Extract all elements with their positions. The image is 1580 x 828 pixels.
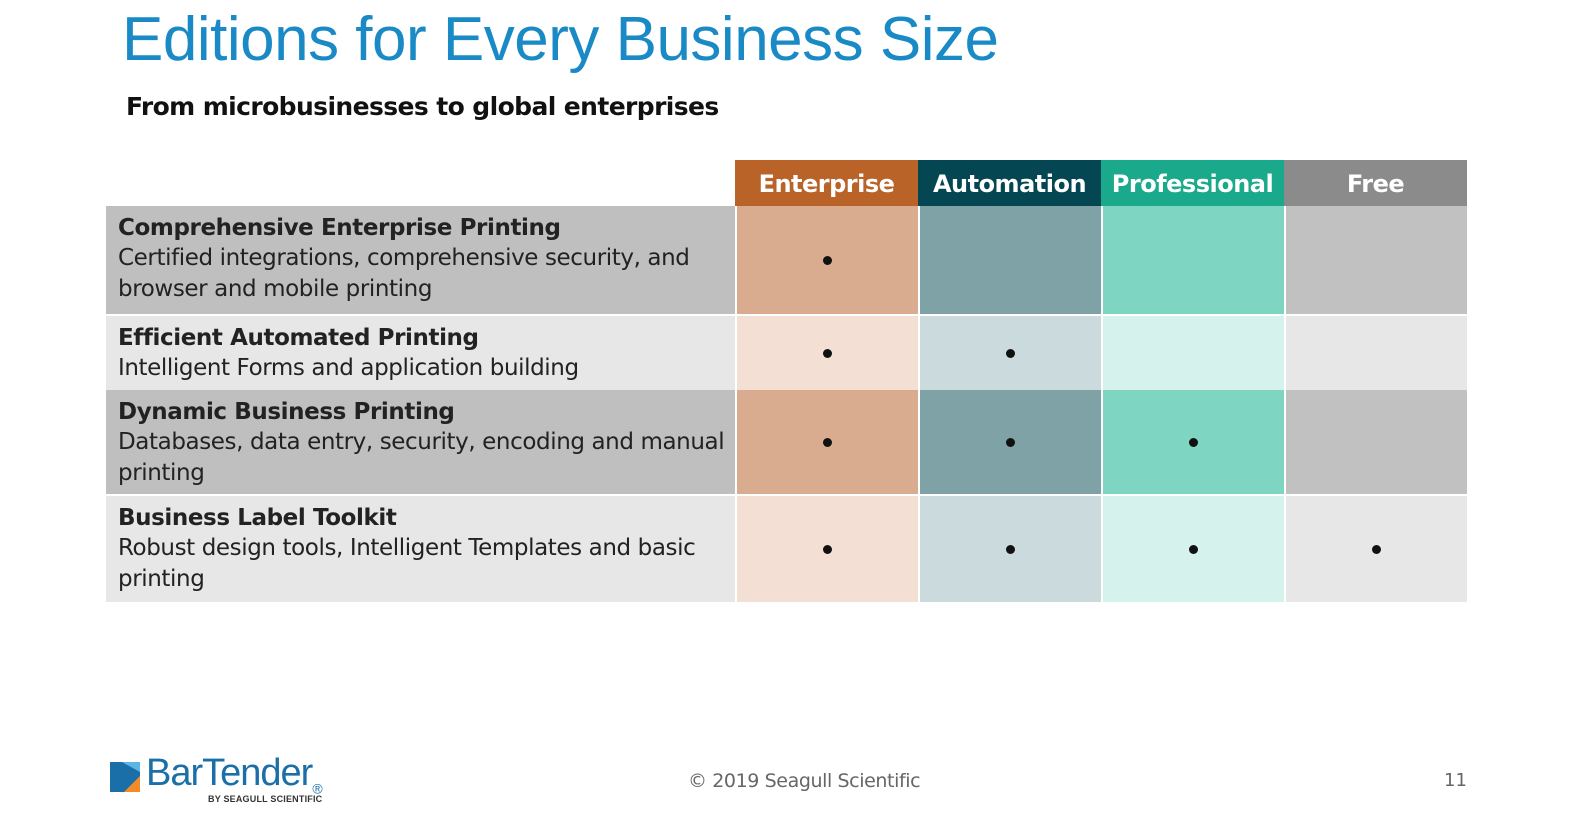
header-enterprise: Enterprise xyxy=(735,160,918,208)
feature-label-cell: Efficient Automated Printing Intelligent… xyxy=(106,316,743,390)
cell-enterprise xyxy=(735,390,918,494)
cell-free xyxy=(1284,316,1467,390)
feature-label-cell: Comprehensive Enterprise Printing Certif… xyxy=(106,206,743,314)
cell-professional xyxy=(1101,390,1284,494)
cell-enterprise xyxy=(735,496,918,602)
included-dot-icon xyxy=(823,437,832,447)
bartender-logo: BarTender® BY SEAGULL SCIENTIFIC xyxy=(110,752,350,806)
included-dot-icon xyxy=(1006,544,1015,554)
cell-free xyxy=(1284,390,1467,494)
header-free: Free xyxy=(1284,160,1467,208)
cell-automation xyxy=(918,316,1101,390)
slide-title: Editions for Every Business Size xyxy=(122,5,999,74)
included-dot-icon xyxy=(823,255,832,265)
cell-enterprise xyxy=(735,206,918,314)
cell-automation xyxy=(918,206,1101,314)
header-automation: Automation xyxy=(918,160,1101,208)
cell-free xyxy=(1284,496,1467,602)
included-dot-icon xyxy=(1006,348,1015,358)
table-row: Efficient Automated Printing Intelligent… xyxy=(106,316,1484,390)
page-number: 11 xyxy=(1444,770,1467,791)
cell-automation xyxy=(918,496,1101,602)
feature-label-cell: Dynamic Business Printing Databases, dat… xyxy=(106,390,743,494)
included-dot-icon xyxy=(1372,544,1381,554)
feature-description-line: Intelligent Forms and application buildi… xyxy=(118,355,579,381)
cell-enterprise xyxy=(735,316,918,390)
included-dot-icon xyxy=(1189,544,1198,554)
feature-description-line: printing xyxy=(118,566,205,592)
feature-description-line: Certified integrations, comprehensive se… xyxy=(118,245,690,271)
included-dot-icon xyxy=(823,348,832,358)
logo-tagline: BY SEAGULL SCIENTIFIC xyxy=(208,794,323,804)
table-row: Comprehensive Enterprise Printing Certif… xyxy=(106,206,1484,314)
logo-wordmark: BarTender® xyxy=(146,752,323,797)
feature-title: Dynamic Business Printing xyxy=(118,399,455,425)
feature-title: Business Label Toolkit xyxy=(118,505,397,531)
included-dot-icon xyxy=(823,544,832,554)
feature-description-line: browser and mobile printing xyxy=(118,276,433,302)
cell-free xyxy=(1284,206,1467,314)
bartender-logo-icon xyxy=(110,762,140,792)
feature-label-cell: Business Label Toolkit Robust design too… xyxy=(106,496,743,602)
feature-title: Efficient Automated Printing xyxy=(118,325,479,351)
cell-professional xyxy=(1101,316,1284,390)
copyright-text: © 2019 Seagull Scientific xyxy=(688,770,921,792)
feature-description-line: Databases, data entry, security, encodin… xyxy=(118,429,725,455)
header-professional: Professional xyxy=(1101,160,1284,208)
included-dot-icon xyxy=(1006,437,1015,447)
slide-subtitle: From microbusinesses to global enterpris… xyxy=(126,92,719,121)
cell-professional xyxy=(1101,206,1284,314)
feature-title: Comprehensive Enterprise Printing xyxy=(118,215,561,241)
table-row: Dynamic Business Printing Databases, dat… xyxy=(106,390,1484,494)
included-dot-icon xyxy=(1189,437,1198,447)
cell-automation xyxy=(918,390,1101,494)
feature-description-line: Robust design tools, Intelligent Templat… xyxy=(118,535,696,561)
feature-description-line: printing xyxy=(118,460,205,486)
table-row: Business Label Toolkit Robust design too… xyxy=(106,496,1484,602)
cell-professional xyxy=(1101,496,1284,602)
